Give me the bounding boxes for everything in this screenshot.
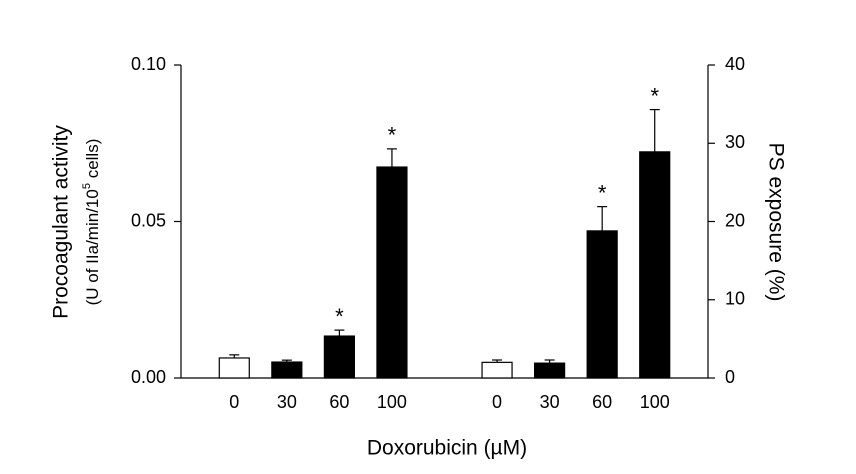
x-tick-label: 30 [540, 392, 560, 412]
y2-tick-label: 0 [725, 367, 735, 387]
x-tick-label: 0 [492, 392, 502, 412]
bar [639, 151, 671, 379]
y-sub-sup: 5 [81, 183, 93, 189]
y2-tick-label: 10 [725, 289, 745, 309]
y2-tick-label: 40 [725, 54, 745, 74]
y-sub-after: cells) [83, 139, 102, 183]
y-axis-subtitle: (U of IIa/min/105 cells) [81, 139, 103, 306]
x-tick-label: 60 [329, 392, 349, 412]
x-tick-label: 30 [277, 392, 297, 412]
y-tick-label: 0.10 [131, 54, 166, 74]
y-tick-label: 0.05 [131, 210, 166, 230]
bar [323, 335, 355, 379]
significance-marker: * [650, 83, 659, 108]
significance-marker: * [598, 180, 607, 205]
significance-marker: * [335, 304, 344, 329]
y2-tick-label: 30 [725, 132, 745, 152]
x-axis-title: Doxorubicin (µM) [367, 437, 527, 460]
bar [376, 166, 408, 379]
x-tick-label: 60 [592, 392, 612, 412]
y2-axis-title: PS exposure (%) [764, 143, 787, 302]
y-axis-title: Procoagulant activity [50, 125, 73, 319]
bar [481, 361, 513, 379]
bar [586, 230, 618, 379]
bar [218, 357, 250, 379]
x-tick-label: 100 [377, 392, 407, 412]
y-tick-label: 0.00 [131, 367, 166, 387]
x-tick-label: 0 [229, 392, 239, 412]
y2-tick-label: 20 [725, 210, 745, 230]
bar [534, 362, 566, 379]
y-sub-before: (U of IIa/min/10 [83, 189, 102, 305]
x-tick-label: 100 [640, 392, 670, 412]
significance-marker: * [388, 123, 397, 148]
bar [271, 361, 303, 379]
